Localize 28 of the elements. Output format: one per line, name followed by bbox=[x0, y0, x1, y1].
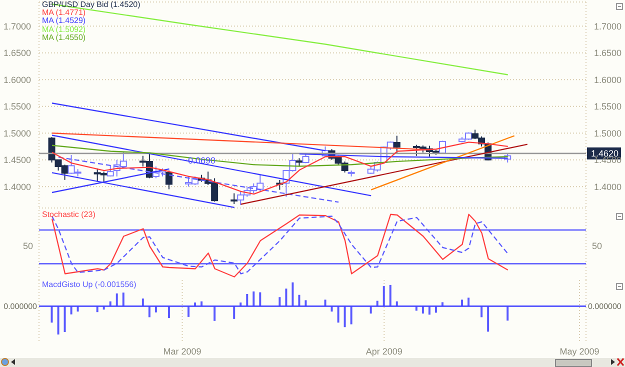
y2-tick-label: 1.7000 bbox=[594, 21, 622, 32]
y-tick-label: 1.7000 bbox=[3, 21, 31, 32]
y-tick-label: 1.5000 bbox=[3, 128, 31, 138]
y-tick-label: 1.6000 bbox=[3, 74, 31, 85]
y2-tick-label: 1.6500 bbox=[594, 48, 622, 58]
y-tick-label: 1.5500 bbox=[3, 102, 31, 112]
text: 0.000000 bbox=[588, 302, 622, 312]
series-label: MacdGisto Up (-0.001556) bbox=[42, 280, 136, 290]
series-label: MA (1.5092) bbox=[42, 24, 87, 34]
ref-line-label: 0.000000 bbox=[4, 302, 38, 312]
text: MA (1.4550) bbox=[42, 32, 87, 42]
text: 50 bbox=[22, 241, 33, 251]
x-tick-label: Apr 2009 bbox=[366, 346, 402, 356]
x-tick-label: May 2009 bbox=[560, 346, 600, 356]
ref-line-label: 1.4620 bbox=[591, 148, 619, 158]
text: MA (1.4771) bbox=[42, 8, 86, 18]
series-label: Stochastic (23) bbox=[42, 210, 96, 220]
y-tick-label: 1.4000 bbox=[3, 182, 31, 192]
text: 50 bbox=[592, 241, 602, 251]
text: MA (1.4529) bbox=[42, 16, 87, 26]
y2-tick-label: 1.4000 bbox=[594, 182, 622, 192]
text: GBP/USD Day Bid (1.4520) bbox=[42, 0, 140, 9]
x-tick-label: Mar 2009 bbox=[163, 346, 202, 356]
y2-tick-label: 1.6000 bbox=[594, 74, 622, 85]
y-tick-label: 1.6500 bbox=[3, 48, 31, 58]
y2-tick-label: 1.5500 bbox=[594, 102, 622, 112]
y-tick-label: 1.4500 bbox=[3, 155, 31, 166]
y2-tick-label: 1.5000 bbox=[594, 128, 622, 138]
